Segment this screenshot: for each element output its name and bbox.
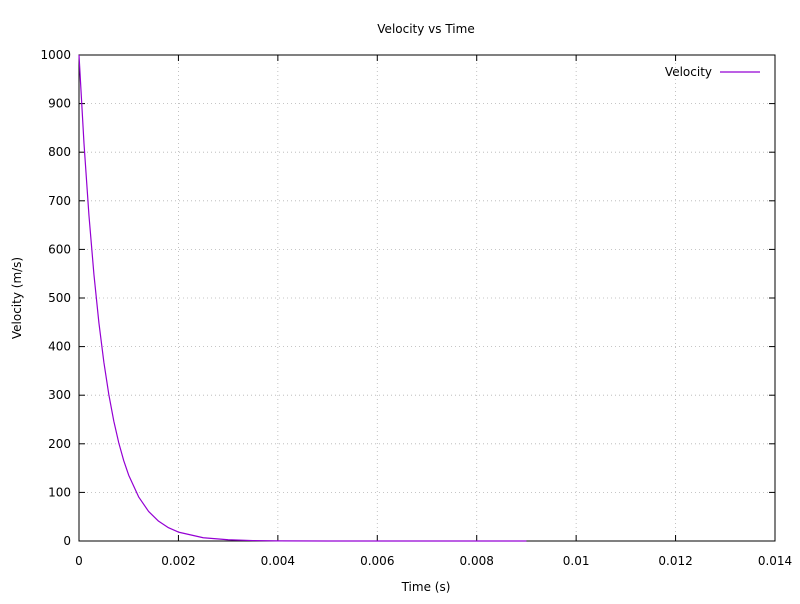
x-tick-label: 0.014 [758, 554, 792, 568]
y-tick-label: 800 [48, 145, 71, 159]
y-tick-label: 100 [48, 485, 71, 499]
x-tick-label: 0 [75, 554, 83, 568]
x-tick-label: 0.002 [161, 554, 195, 568]
y-tick-label: 200 [48, 437, 71, 451]
y-tick-label: 300 [48, 388, 71, 402]
y-tick-label: 400 [48, 340, 71, 354]
y-tick-label: 1000 [40, 48, 71, 62]
x-tick-labels: 0 0.002 0.004 0.006 0.008 0.01 0.012 0.014 [75, 554, 792, 568]
x-tick-label: 0.006 [360, 554, 394, 568]
y-tick-label: 600 [48, 242, 71, 256]
x-tick-label: 0.01 [563, 554, 590, 568]
x-axis-label: Time (s) [401, 580, 451, 594]
y-tick-label: 700 [48, 194, 71, 208]
y-tick-label: 900 [48, 97, 71, 111]
x-tick-label: 0.004 [261, 554, 295, 568]
legend: Velocity [665, 65, 760, 79]
y-axis-label: Velocity (m/s) [10, 257, 24, 339]
series-line-velocity [78, 54, 527, 542]
y-tick-labels: 0 100 200 300 400 500 600 700 800 900 1000 [40, 48, 71, 548]
grid-lines [79, 55, 775, 541]
chart-title: Velocity vs Time [377, 22, 474, 36]
x-tick-label: 0.008 [460, 554, 494, 568]
legend-label-velocity: Velocity [665, 65, 712, 79]
series-layer [78, 54, 527, 542]
y-tick-label: 0 [63, 534, 71, 548]
x-tick-label: 0.012 [658, 554, 692, 568]
y-tick-label: 500 [48, 291, 71, 305]
